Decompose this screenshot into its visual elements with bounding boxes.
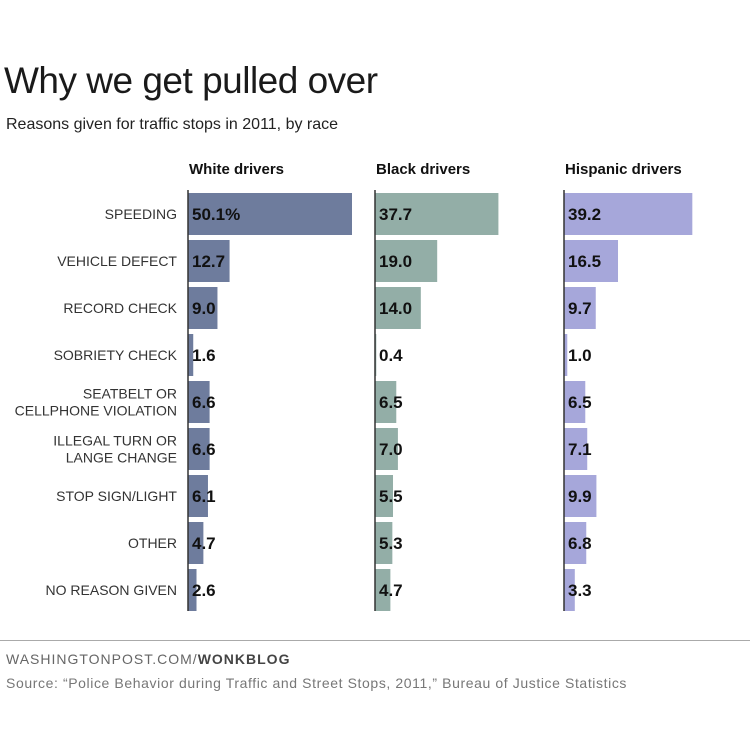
bar-white-drivers-seatbelt-or-cellphone-violation [188, 381, 210, 423]
panel-title-white-drivers: White drivers [189, 161, 284, 178]
value-label-hispanic-drivers: 6.5 [568, 393, 592, 412]
value-label-white-drivers: 2.6 [192, 581, 216, 600]
source-note: Source: “Police Behavior during Traffic … [6, 675, 628, 691]
bar-white-drivers-no-reason-given [188, 569, 197, 611]
category-label-stop-sign-light: STOP SIGN/LIGHT [56, 488, 177, 504]
value-label-white-drivers: 1.6 [192, 346, 216, 365]
category-label-line: SOBRIETY CHECK [54, 347, 178, 363]
bar-hispanic-drivers-record-check [564, 287, 596, 329]
credit-blog-name: WONKBLOG [197, 651, 291, 667]
category-label-illegal-turn-or-lange-change: ILLEGAL TURN OR LANGE CHANGE [53, 433, 177, 466]
category-label-line: SPEEDING [105, 206, 177, 222]
value-label-black-drivers: 5.5 [379, 487, 403, 506]
bar-hispanic-drivers-illegal-turn-or-lange-change [564, 428, 588, 470]
value-label-hispanic-drivers: 9.9 [568, 487, 592, 506]
category-label-line: STOP SIGN/LIGHT [56, 488, 177, 504]
value-label-white-drivers: 6.1 [192, 487, 216, 506]
value-label-white-drivers: 12.7 [192, 252, 225, 271]
value-label-white-drivers: 9.0 [192, 299, 216, 318]
category-label-line: RECORD CHECK [63, 300, 177, 316]
category-label-no-reason-given: NO REASON GIVEN [46, 582, 177, 598]
bar-white-drivers-record-check [188, 287, 218, 329]
bar-black-drivers-record-check [375, 287, 421, 329]
value-label-black-drivers: 37.7 [379, 205, 412, 224]
bar-white-drivers-other [188, 522, 204, 564]
value-label-black-drivers: 14.0 [379, 299, 412, 318]
value-label-black-drivers: 7.0 [379, 440, 403, 459]
category-label-sobriety-check: SOBRIETY CHECK [54, 347, 178, 363]
value-label-hispanic-drivers: 39.2 [568, 205, 601, 224]
value-label-white-drivers: 4.7 [192, 534, 216, 553]
bar-chart: SPEEDING VEHICLE DEFECT RECORD CHECK SOBRIE… [15, 161, 693, 611]
chart-subtitle: Reasons given for traffic stops in 2011,… [6, 116, 339, 133]
bar-hispanic-drivers-no-reason-given [564, 569, 575, 611]
panel-title-black-drivers: Black drivers [376, 161, 470, 178]
value-label-black-drivers: 6.5 [379, 393, 403, 412]
value-label-black-drivers: 4.7 [379, 581, 403, 600]
category-label-line: ILLEGAL TURN OR [53, 433, 177, 449]
bar-black-drivers-other [375, 522, 393, 564]
value-label-black-drivers: 0.4 [379, 346, 403, 365]
bar-black-drivers-no-reason-given [375, 569, 391, 611]
category-label-other: OTHER [128, 535, 177, 551]
bar-hispanic-drivers-other [564, 522, 587, 564]
bar-black-drivers-illegal-turn-or-lange-change [375, 428, 398, 470]
bar-white-drivers-sobriety-check [188, 334, 194, 376]
value-label-hispanic-drivers: 9.7 [568, 299, 592, 318]
value-label-white-drivers: 6.6 [192, 393, 216, 412]
bar-black-drivers-stop-sign-light [375, 475, 394, 517]
bar-hispanic-drivers-vehicle-defect [564, 240, 619, 282]
bar-hispanic-drivers-stop-sign-light [564, 475, 597, 517]
credit-prefix: WASHINGTONPOST.COM/ [6, 651, 198, 667]
bar-hispanic-drivers-seatbelt-or-cellphone-violation [564, 381, 586, 423]
value-label-black-drivers: 5.3 [379, 534, 403, 553]
value-label-hispanic-drivers: 7.1 [568, 440, 592, 459]
bar-black-drivers-vehicle-defect [375, 240, 438, 282]
category-label-line: SEATBELT OR [83, 386, 177, 402]
category-label-speeding: SPEEDING [105, 206, 177, 222]
value-label-white-drivers: 50.1% [192, 205, 240, 224]
category-label-line: VEHICLE DEFECT [57, 253, 177, 269]
category-label-line: CELLPHONE VIOLATION [15, 403, 177, 419]
bar-hispanic-drivers-speeding [564, 193, 693, 235]
bar-black-drivers-speeding [375, 193, 499, 235]
bar-white-drivers-stop-sign-light [188, 475, 208, 517]
value-label-hispanic-drivers: 6.8 [568, 534, 592, 553]
value-label-hispanic-drivers: 1.0 [568, 346, 592, 365]
value-label-white-drivers: 6.6 [192, 440, 216, 459]
bar-black-drivers-seatbelt-or-cellphone-violation [375, 381, 397, 423]
credit-line: WASHINGTONPOST.COM/WONKBLOG [6, 651, 290, 667]
value-label-hispanic-drivers: 3.3 [568, 581, 592, 600]
bar-hispanic-drivers-sobriety-check [564, 334, 568, 376]
value-label-hispanic-drivers: 16.5 [568, 252, 601, 271]
chart-title: Why we get pulled over [4, 60, 378, 101]
bar-white-drivers-vehicle-defect [188, 240, 230, 282]
category-label-vehicle-defect: VEHICLE DEFECT [57, 253, 177, 269]
category-label-line: NO REASON GIVEN [46, 582, 177, 598]
category-label-line: OTHER [128, 535, 177, 551]
category-label-record-check: RECORD CHECK [63, 300, 177, 316]
footer-divider [0, 640, 750, 641]
category-label-seatbelt-or-cellphone-violation: SEATBELT OR CELLPHONE VIOLATION [15, 386, 177, 419]
bar-white-drivers-illegal-turn-or-lange-change [188, 428, 210, 470]
bar-white-drivers-speeding [188, 193, 352, 235]
panel-title-hispanic-drivers: Hispanic drivers [565, 161, 682, 178]
category-label-line: LANGE CHANGE [66, 450, 177, 466]
value-label-black-drivers: 19.0 [379, 252, 412, 271]
